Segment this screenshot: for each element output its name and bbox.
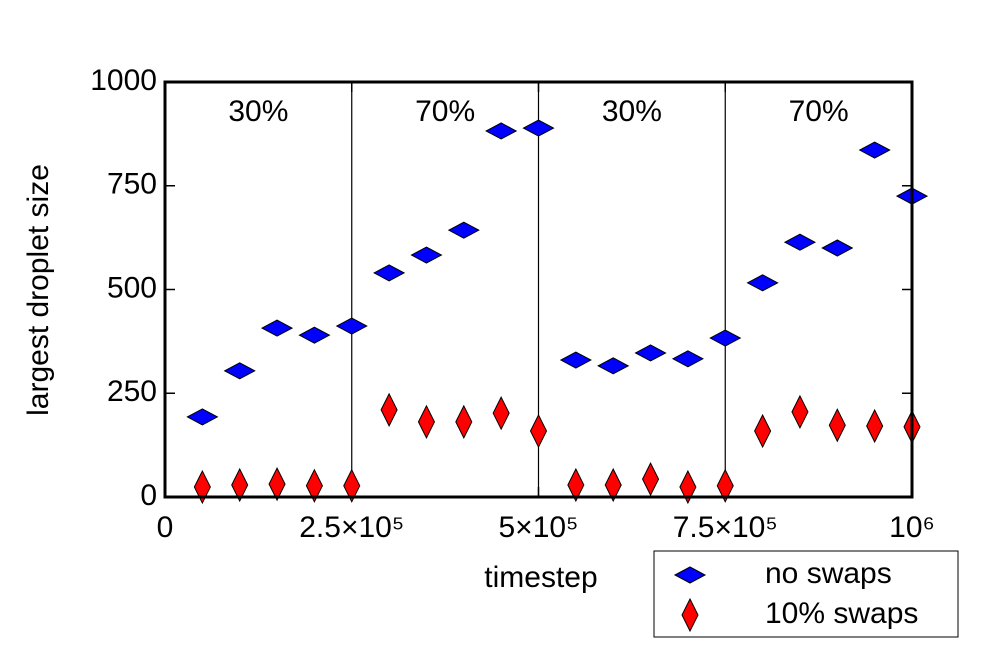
y-tick-label: 0	[140, 479, 157, 512]
point	[410, 246, 443, 264]
point	[455, 404, 473, 440]
point	[791, 394, 809, 430]
region-label: 70%	[415, 95, 475, 128]
point	[783, 233, 817, 251]
point	[268, 467, 286, 502]
point	[373, 264, 406, 282]
x-tick-label: 7.5×10⁵	[673, 511, 778, 544]
point	[567, 467, 585, 503]
point	[671, 350, 704, 368]
point	[343, 468, 361, 503]
point	[335, 317, 368, 335]
point	[447, 221, 480, 239]
axes-frame	[163, 80, 914, 499]
point	[634, 344, 667, 362]
point	[754, 413, 772, 449]
point	[231, 467, 249, 503]
point	[559, 351, 592, 369]
point	[866, 408, 884, 444]
point	[193, 469, 211, 505]
legend-label: 10% swaps	[765, 597, 918, 630]
point	[821, 239, 854, 257]
region-label: 30%	[228, 95, 288, 128]
point	[858, 141, 891, 159]
point	[604, 467, 622, 503]
x-tick-label: 10⁶	[889, 511, 935, 544]
point	[492, 396, 510, 431]
y-tick-label: 1000	[90, 64, 157, 97]
legend-label: no swaps	[765, 557, 892, 590]
y-tick-label: 750	[107, 168, 157, 201]
point	[305, 468, 323, 503]
point	[485, 122, 518, 140]
point	[380, 392, 398, 427]
x-axis-label: timestep	[484, 561, 597, 594]
x-tick-label: 0	[157, 511, 174, 544]
region-label: 30%	[602, 95, 662, 128]
y-tick-label: 250	[107, 375, 157, 408]
point	[223, 362, 256, 380]
point	[716, 468, 734, 503]
y-axis-label: largest droplet size	[22, 164, 55, 416]
legend-marker	[673, 566, 707, 584]
y-tick-label: 500	[107, 271, 157, 304]
point	[417, 404, 436, 440]
point	[298, 326, 331, 344]
point	[709, 329, 742, 347]
legend-box	[653, 550, 959, 638]
point	[746, 274, 779, 292]
point	[679, 469, 697, 505]
point	[529, 413, 548, 449]
point	[828, 408, 846, 443]
point	[522, 119, 555, 137]
legend-marker	[681, 597, 699, 633]
region-label: 70%	[789, 95, 849, 128]
x-tick-label: 2.5×10⁵	[299, 511, 404, 544]
point	[641, 462, 660, 497]
point	[597, 357, 630, 375]
point	[186, 408, 219, 426]
point	[260, 319, 294, 337]
x-tick-label: 5×10⁵	[498, 511, 578, 544]
